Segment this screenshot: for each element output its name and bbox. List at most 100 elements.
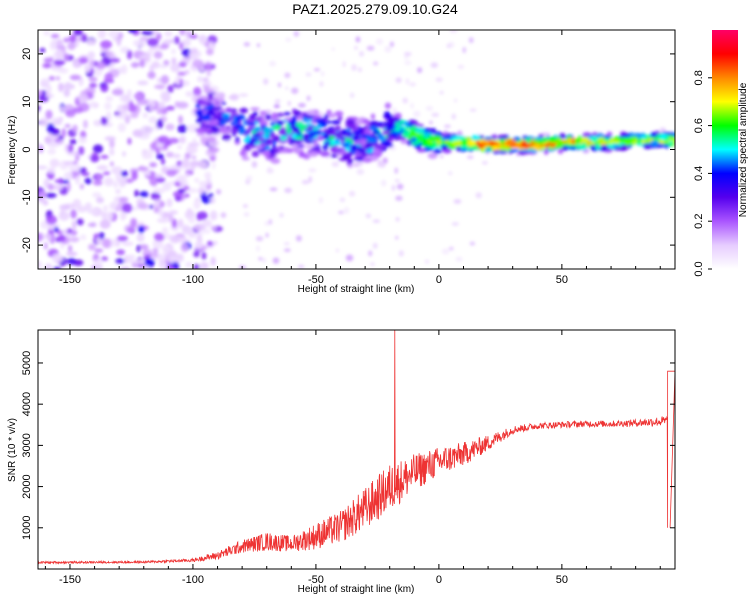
spectrogram-cell xyxy=(256,245,260,252)
spectrogram-cell xyxy=(391,184,396,192)
colorbar-tick-label: 0.2 xyxy=(693,214,705,229)
spectrogram-cell xyxy=(350,92,355,98)
spectrogram-cell xyxy=(427,152,438,159)
spectrogram-cell xyxy=(65,109,76,118)
spectrogram-cell xyxy=(594,144,602,150)
spectrogram-cell xyxy=(297,264,305,269)
spectrogram-x-tick-label: -100 xyxy=(182,274,204,286)
spectrogram-cell xyxy=(276,120,284,126)
spectrogram-cell xyxy=(53,60,66,66)
spectrogram-cell xyxy=(45,93,54,98)
spectrogram-cell xyxy=(99,219,111,229)
spectrogram-cell xyxy=(403,51,412,57)
spectrogram-cell xyxy=(97,30,107,39)
spectrogram-cell xyxy=(443,135,453,141)
spectrogram-x-label: Height of straight line (km) xyxy=(298,284,415,295)
spectrogram-cell xyxy=(222,115,231,121)
spectrogram-cell xyxy=(179,30,186,36)
spectrogram-cell xyxy=(542,136,548,144)
spectrogram-cell xyxy=(402,97,408,104)
spectrogram-cell xyxy=(219,127,227,134)
spectrogram-cell xyxy=(341,129,347,135)
spectrogram-cell xyxy=(264,221,270,226)
spectrogram-cell xyxy=(320,151,331,157)
spectrogram-cell xyxy=(167,137,180,144)
spectrogram-cell xyxy=(355,36,361,43)
spectrogram-cell xyxy=(160,158,166,166)
spectrogram-cell xyxy=(379,161,386,168)
spectrogram-cell xyxy=(338,136,346,140)
spectrogram-cell xyxy=(46,84,52,94)
spectrogram-cell xyxy=(161,244,171,254)
spectrogram-cell xyxy=(461,141,469,146)
snr-x-label: Height of straight line (km) xyxy=(298,584,415,595)
spectrogram-cell xyxy=(198,180,208,187)
spectrogram-cell xyxy=(116,36,122,47)
spectrogram-cell xyxy=(84,64,91,73)
spectrogram-cell xyxy=(649,140,660,147)
spectrogram-cell xyxy=(225,125,231,131)
spectrogram-cell xyxy=(324,141,331,146)
spectrogram-cell xyxy=(130,62,140,68)
spectrogram-cell xyxy=(206,240,214,247)
colorbar-gradient xyxy=(712,30,738,269)
spectrogram-y-tick-label: 10 xyxy=(21,96,33,108)
spectrogram-cell xyxy=(345,254,354,262)
spectrogram-cell xyxy=(451,222,459,226)
spectrogram-cell xyxy=(141,56,150,62)
spectrogram-cell xyxy=(153,173,164,178)
spectrogram-cell xyxy=(446,44,452,49)
spectrogram-cell xyxy=(385,124,393,132)
snr-frame xyxy=(37,329,676,570)
spectrogram-cell xyxy=(570,146,577,151)
spectrogram-cell xyxy=(124,115,130,125)
spectrogram-cell xyxy=(53,226,59,232)
spectrogram-cell xyxy=(46,122,55,133)
spectrogram-cell xyxy=(202,262,209,267)
spectrogram-cell xyxy=(38,144,44,154)
spectrogram-cell xyxy=(431,112,440,117)
spectrogram-cell xyxy=(339,197,346,203)
spectrogram-cell xyxy=(372,242,378,249)
spectrogram-cell xyxy=(141,30,154,36)
spectrogram-cell xyxy=(166,169,177,177)
spectrogram-cell xyxy=(566,146,573,150)
spectrogram-cell xyxy=(89,82,98,89)
spectrogram-y-ticks: -20 -10 0 10 20 xyxy=(21,48,675,253)
spectrogram-cell xyxy=(171,261,180,269)
spectrogram-cell xyxy=(38,260,42,269)
spectrogram-cell xyxy=(255,236,264,242)
spectrogram-cell xyxy=(432,135,443,142)
spectrogram-cell xyxy=(287,100,291,106)
spectrogram-cell xyxy=(156,153,165,160)
spectrogram-cell xyxy=(272,143,277,149)
spectrogram-cell xyxy=(191,66,198,72)
spectrogram-cell xyxy=(567,138,572,145)
spectrogram-cell xyxy=(166,198,173,208)
spectrogram-cell xyxy=(603,138,610,142)
spectrogram-cell xyxy=(369,147,375,153)
spectrogram-cell xyxy=(283,111,291,116)
spectrogram-cell xyxy=(612,144,620,148)
spectrogram-cell xyxy=(251,150,260,158)
spectrogram-cell xyxy=(285,37,292,42)
spectrogram-cell xyxy=(153,188,166,194)
spectrogram-cell xyxy=(365,213,372,219)
spectrogram-cell xyxy=(119,176,128,186)
spectrogram-cell xyxy=(67,244,73,252)
spectrogram-cell xyxy=(95,61,106,70)
spectrogram-cell xyxy=(63,37,70,43)
spectrogram-cell xyxy=(269,148,274,154)
spectrogram-x-tick-label: -150 xyxy=(59,274,81,286)
spectrogram-cell xyxy=(370,262,375,266)
snr-x-ticks: -150 -100 -50 0 50 xyxy=(44,330,661,586)
spectrogram-cell xyxy=(56,45,64,51)
spectrogram-cell xyxy=(238,127,247,135)
spectrogram-cell xyxy=(212,115,217,121)
spectrogram-y-tick-label: 20 xyxy=(21,48,33,60)
spectrogram-cell xyxy=(137,80,149,86)
spectrogram-cell xyxy=(279,212,284,218)
spectrogram-cell xyxy=(66,257,77,265)
spectrogram-cell xyxy=(136,244,141,253)
spectrogram-cell xyxy=(149,204,154,210)
